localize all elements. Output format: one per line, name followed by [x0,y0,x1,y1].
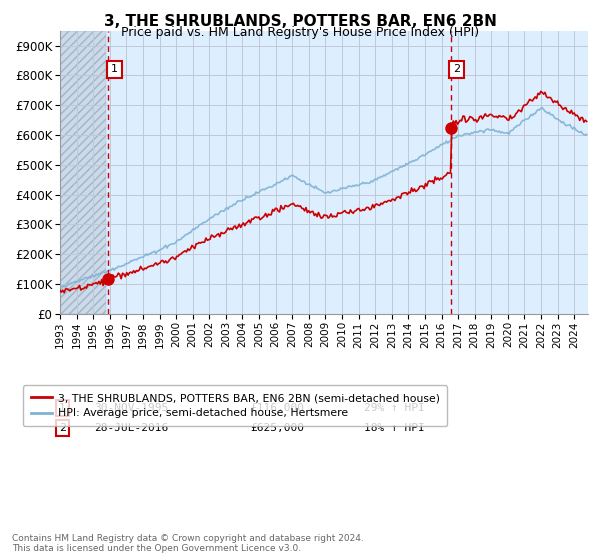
Text: £116,000: £116,000 [250,403,304,413]
Bar [60,31,106,314]
Text: 1: 1 [59,403,66,413]
Text: 3, THE SHRUBLANDS, POTTERS BAR, EN6 2BN: 3, THE SHRUBLANDS, POTTERS BAR, EN6 2BN [104,14,496,29]
Text: £625,000: £625,000 [250,423,304,433]
Text: 18% ↑ HPI: 18% ↑ HPI [364,423,424,433]
Legend: 3, THE SHRUBLANDS, POTTERS BAR, EN6 2BN (semi-detached house), HPI: Average pric: 3, THE SHRUBLANDS, POTTERS BAR, EN6 2BN … [23,385,448,426]
Text: Price paid vs. HM Land Registry's House Price Index (HPI): Price paid vs. HM Land Registry's House … [121,26,479,39]
Text: 1: 1 [111,64,118,74]
Text: 2: 2 [453,64,460,74]
Text: 29% ↑ HPI: 29% ↑ HPI [364,403,424,413]
Text: 2: 2 [59,423,66,433]
Text: 30-NOV-1995: 30-NOV-1995 [94,403,169,413]
Text: 28-JUL-2016: 28-JUL-2016 [94,423,169,433]
Bar [60,31,106,314]
Text: Contains HM Land Registry data © Crown copyright and database right 2024.
This d: Contains HM Land Registry data © Crown c… [12,534,364,553]
